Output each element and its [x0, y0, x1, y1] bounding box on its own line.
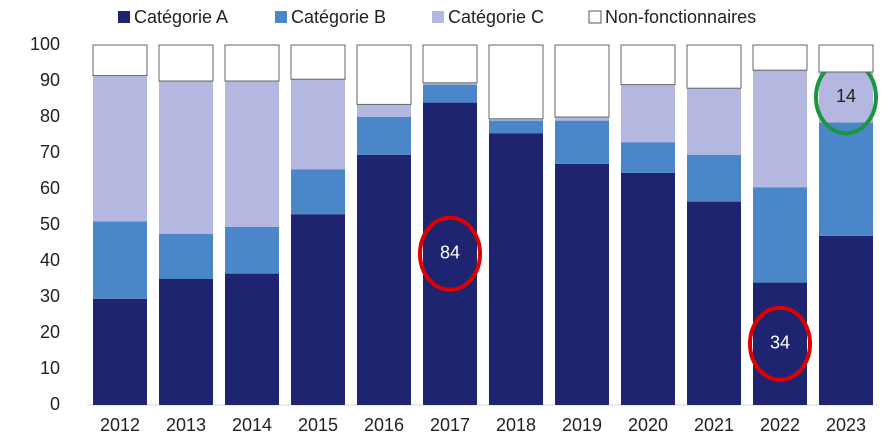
bar-segment — [819, 72, 873, 123]
y-tick-label: 70 — [40, 142, 60, 162]
bar-segment — [489, 120, 543, 134]
bar-segment — [225, 273, 279, 405]
data-label: 84 — [440, 243, 460, 263]
bar-segment — [357, 154, 411, 405]
legend-swatch — [588, 10, 602, 24]
data-label: 34 — [770, 333, 790, 353]
bar-segment — [686, 44, 742, 89]
bar-segment — [291, 79, 345, 170]
annotation-circle — [418, 215, 482, 292]
bar-segment — [621, 172, 675, 405]
bar-segment — [357, 104, 411, 117]
bar-segment — [159, 279, 213, 405]
legend-swatch — [432, 11, 444, 23]
bar-segment — [621, 142, 675, 173]
x-tick-label: 2015 — [298, 415, 338, 435]
y-tick-label: 0 — [50, 394, 60, 414]
bar-segment — [225, 226, 279, 274]
bar-segment — [423, 102, 477, 405]
bar-segment — [291, 169, 345, 215]
bar-segment — [422, 44, 478, 84]
bar-segment — [752, 44, 808, 71]
bar-segment — [356, 44, 412, 105]
bar-segment — [225, 81, 279, 227]
x-tick-label: 2020 — [628, 415, 668, 435]
bar-segment — [555, 163, 609, 405]
legend-swatch — [118, 11, 130, 23]
bar-segment — [687, 154, 741, 202]
y-tick-label: 90 — [40, 70, 60, 90]
y-tick-label: 100 — [30, 34, 60, 54]
bar-segment — [621, 84, 675, 143]
x-tick-label: 2019 — [562, 415, 602, 435]
bar-segment — [93, 298, 147, 405]
bar-segment — [819, 235, 873, 405]
x-tick-label: 2022 — [760, 415, 800, 435]
bar-segment — [489, 118, 543, 121]
bar-segment — [620, 44, 676, 86]
y-tick-label: 80 — [40, 106, 60, 126]
bar-segment — [93, 221, 147, 299]
x-tick-label: 2013 — [166, 415, 206, 435]
x-tick-label: 2023 — [826, 415, 866, 435]
bar-segment — [93, 75, 147, 222]
data-label: 14 — [836, 86, 856, 106]
bar-segment — [818, 44, 874, 73]
bar-segment — [819, 122, 873, 236]
y-tick-label: 10 — [40, 358, 60, 378]
bar-segment — [753, 282, 807, 405]
x-tick-label: 2021 — [694, 415, 734, 435]
legend-label: Non-fonctionnaires — [605, 7, 756, 27]
bar-segment — [224, 44, 280, 82]
y-tick-label: 50 — [40, 214, 60, 234]
bar-segment — [687, 88, 741, 155]
y-tick-label: 40 — [40, 250, 60, 270]
y-tick-label: 20 — [40, 322, 60, 342]
bar-segment — [489, 133, 543, 405]
x-tick-label: 2018 — [496, 415, 536, 435]
bar-segment — [357, 117, 411, 155]
bar-segment — [92, 44, 148, 77]
legend-label: Catégorie B — [291, 7, 386, 27]
x-tick-label: 2012 — [100, 415, 140, 435]
annotation-circle — [748, 305, 812, 382]
legend-label: Catégorie A — [134, 7, 228, 27]
bar-segment — [159, 81, 213, 234]
bar-segment — [488, 44, 544, 120]
bar-segment — [555, 117, 609, 121]
legend-swatch — [275, 11, 287, 23]
bar-segment — [423, 84, 477, 103]
y-tick-label: 30 — [40, 286, 60, 306]
bar-segment — [423, 82, 477, 85]
legend-label: Catégorie C — [448, 7, 544, 27]
bar-segment — [753, 187, 807, 283]
bar-segment — [158, 44, 214, 82]
x-tick-label: 2017 — [430, 415, 470, 435]
bar-segment — [159, 234, 213, 279]
y-tick-label: 60 — [40, 178, 60, 198]
bar-segment — [687, 201, 741, 405]
x-tick-label: 2016 — [364, 415, 404, 435]
bar-segment — [290, 44, 346, 80]
bar-segment — [291, 214, 345, 405]
bar-segment — [554, 44, 610, 118]
x-tick-label: 2014 — [232, 415, 272, 435]
bar-segment — [753, 70, 807, 188]
bar-segment — [555, 120, 609, 164]
